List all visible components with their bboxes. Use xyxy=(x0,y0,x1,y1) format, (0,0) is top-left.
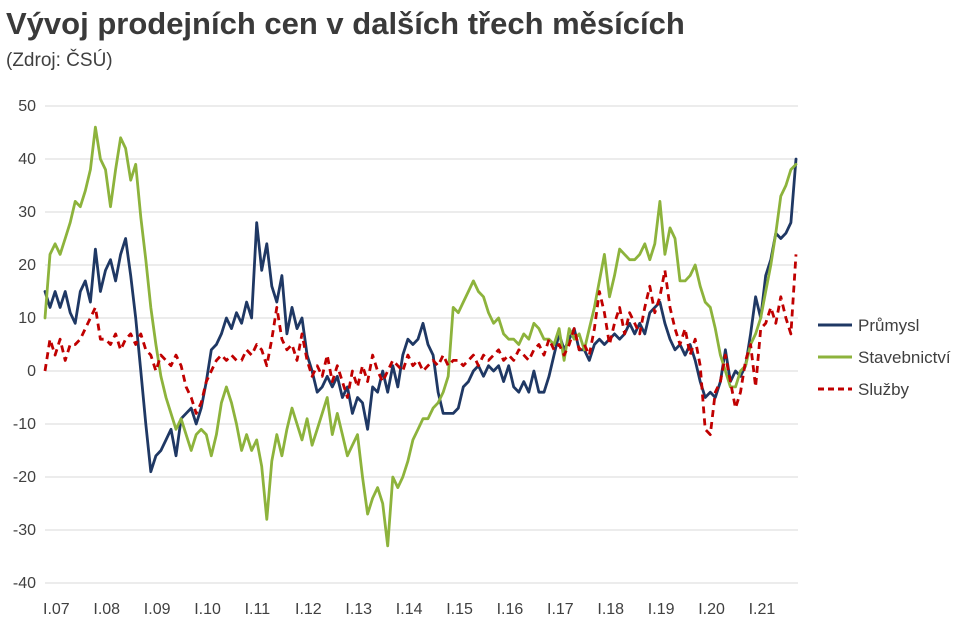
y-tick-label: -30 xyxy=(13,522,36,539)
y-tick-label: 20 xyxy=(18,257,36,274)
x-tick-label: I.13 xyxy=(345,601,372,618)
x-tick-label: I.21 xyxy=(749,601,776,618)
y-tick-label: 50 xyxy=(18,98,36,115)
y-tick-label: -40 xyxy=(13,575,36,592)
x-tick-label: I.07 xyxy=(43,601,70,618)
x-tick-label: I.09 xyxy=(144,601,171,618)
series-lines xyxy=(43,125,798,548)
x-tick-label: I.08 xyxy=(93,601,120,618)
x-tick-label: I.15 xyxy=(446,601,473,618)
x-axis-ticks: I.07 I.08 I.09 I.10 I.11 I.12 I.13 I.14 I.15 I.16… xyxy=(43,601,775,618)
x-tick-label: I.16 xyxy=(497,601,524,618)
x-tick-label: I.10 xyxy=(194,601,221,618)
legend-label: Stavebnictví xyxy=(858,348,951,367)
y-tick-label: -10 xyxy=(13,416,36,433)
y-tick-label: 30 xyxy=(18,204,36,221)
chart-subtitle: (Zdroj: ČSÚ) xyxy=(6,50,113,71)
chart-title: Vývoj prodejních cen v dalších třech měs… xyxy=(6,6,685,41)
x-tick-label: I.17 xyxy=(547,601,574,618)
legend: Průmysl Stavebnictví Služby xyxy=(818,316,951,399)
gridlines xyxy=(45,105,798,584)
x-tick-label: I.20 xyxy=(698,601,725,618)
x-tick-label: I.14 xyxy=(396,601,423,618)
x-tick-label: I.11 xyxy=(245,601,271,618)
series-line-3 xyxy=(43,254,798,436)
y-tick-label: 40 xyxy=(18,151,36,168)
y-axis-ticks: 50 40 30 20 10 0 -10 -20 -30 -40 xyxy=(13,98,36,592)
x-tick-label: I.19 xyxy=(648,601,675,618)
y-tick-label: 0 xyxy=(27,363,36,380)
x-tick-label: I.18 xyxy=(597,601,624,618)
legend-label: Průmysl xyxy=(858,316,919,335)
x-tick-label: I.12 xyxy=(295,601,322,618)
legend-label: Služby xyxy=(858,380,910,399)
y-tick-label: 10 xyxy=(18,310,36,327)
series-line-1 xyxy=(43,157,798,474)
series-line-2 xyxy=(43,125,798,548)
y-tick-label: -20 xyxy=(13,469,36,486)
